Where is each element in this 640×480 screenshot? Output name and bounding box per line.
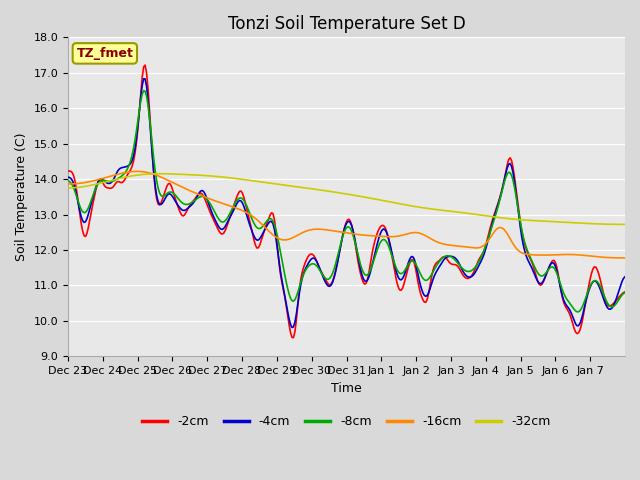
-4cm (547, 261, 555, 267)
-16cm (64, 181, 72, 187)
-2cm (620, 290, 627, 296)
-4cm (620, 276, 627, 281)
-32cm (156, 171, 163, 177)
-4cm (64, 174, 72, 180)
-32cm (64, 185, 72, 191)
-16cm (618, 255, 626, 261)
-32cm (621, 221, 629, 227)
-4cm (288, 324, 296, 330)
-32cm (463, 210, 470, 216)
Text: TZ_fmet: TZ_fmet (76, 47, 133, 60)
-16cm (100, 175, 108, 181)
Line: -16cm: -16cm (68, 171, 625, 258)
-2cm (547, 261, 555, 266)
-2cm (353, 255, 361, 261)
-32cm (545, 218, 553, 224)
-16cm (621, 255, 629, 261)
-4cm (140, 76, 147, 82)
-16cm (352, 231, 360, 237)
-32cm (352, 192, 360, 198)
-2cm (83, 230, 91, 236)
-8cm (83, 208, 91, 214)
-32cm (100, 179, 108, 185)
-2cm (464, 276, 472, 281)
-4cm (100, 178, 108, 184)
Line: -2cm: -2cm (68, 65, 625, 337)
-16cm (463, 244, 470, 250)
-4cm (464, 274, 472, 280)
X-axis label: Time: Time (331, 382, 362, 395)
-8cm (64, 178, 72, 183)
-8cm (575, 309, 582, 315)
-2cm (621, 289, 629, 295)
-8cm (352, 243, 360, 249)
-8cm (463, 268, 470, 274)
-4cm (621, 274, 629, 280)
-16cm (83, 180, 91, 185)
-16cm (132, 168, 140, 174)
-16cm (545, 252, 553, 258)
-4cm (353, 250, 361, 256)
-4cm (83, 216, 91, 222)
Line: -32cm: -32cm (68, 174, 625, 224)
-2cm (64, 168, 72, 174)
-8cm (140, 88, 147, 94)
Legend: -2cm, -4cm, -8cm, -16cm, -32cm: -2cm, -4cm, -8cm, -16cm, -32cm (138, 410, 556, 433)
-8cm (620, 290, 627, 296)
Y-axis label: Soil Temperature (C): Soil Temperature (C) (15, 132, 28, 261)
-8cm (621, 290, 629, 296)
-2cm (289, 335, 297, 340)
Title: Tonzi Soil Temperature Set D: Tonzi Soil Temperature Set D (228, 15, 465, 33)
-32cm (618, 221, 626, 227)
-8cm (100, 178, 108, 183)
Line: -4cm: -4cm (68, 79, 625, 327)
-32cm (83, 183, 91, 189)
-2cm (100, 183, 108, 189)
-2cm (141, 62, 149, 68)
Line: -8cm: -8cm (68, 91, 625, 312)
-8cm (545, 265, 553, 271)
